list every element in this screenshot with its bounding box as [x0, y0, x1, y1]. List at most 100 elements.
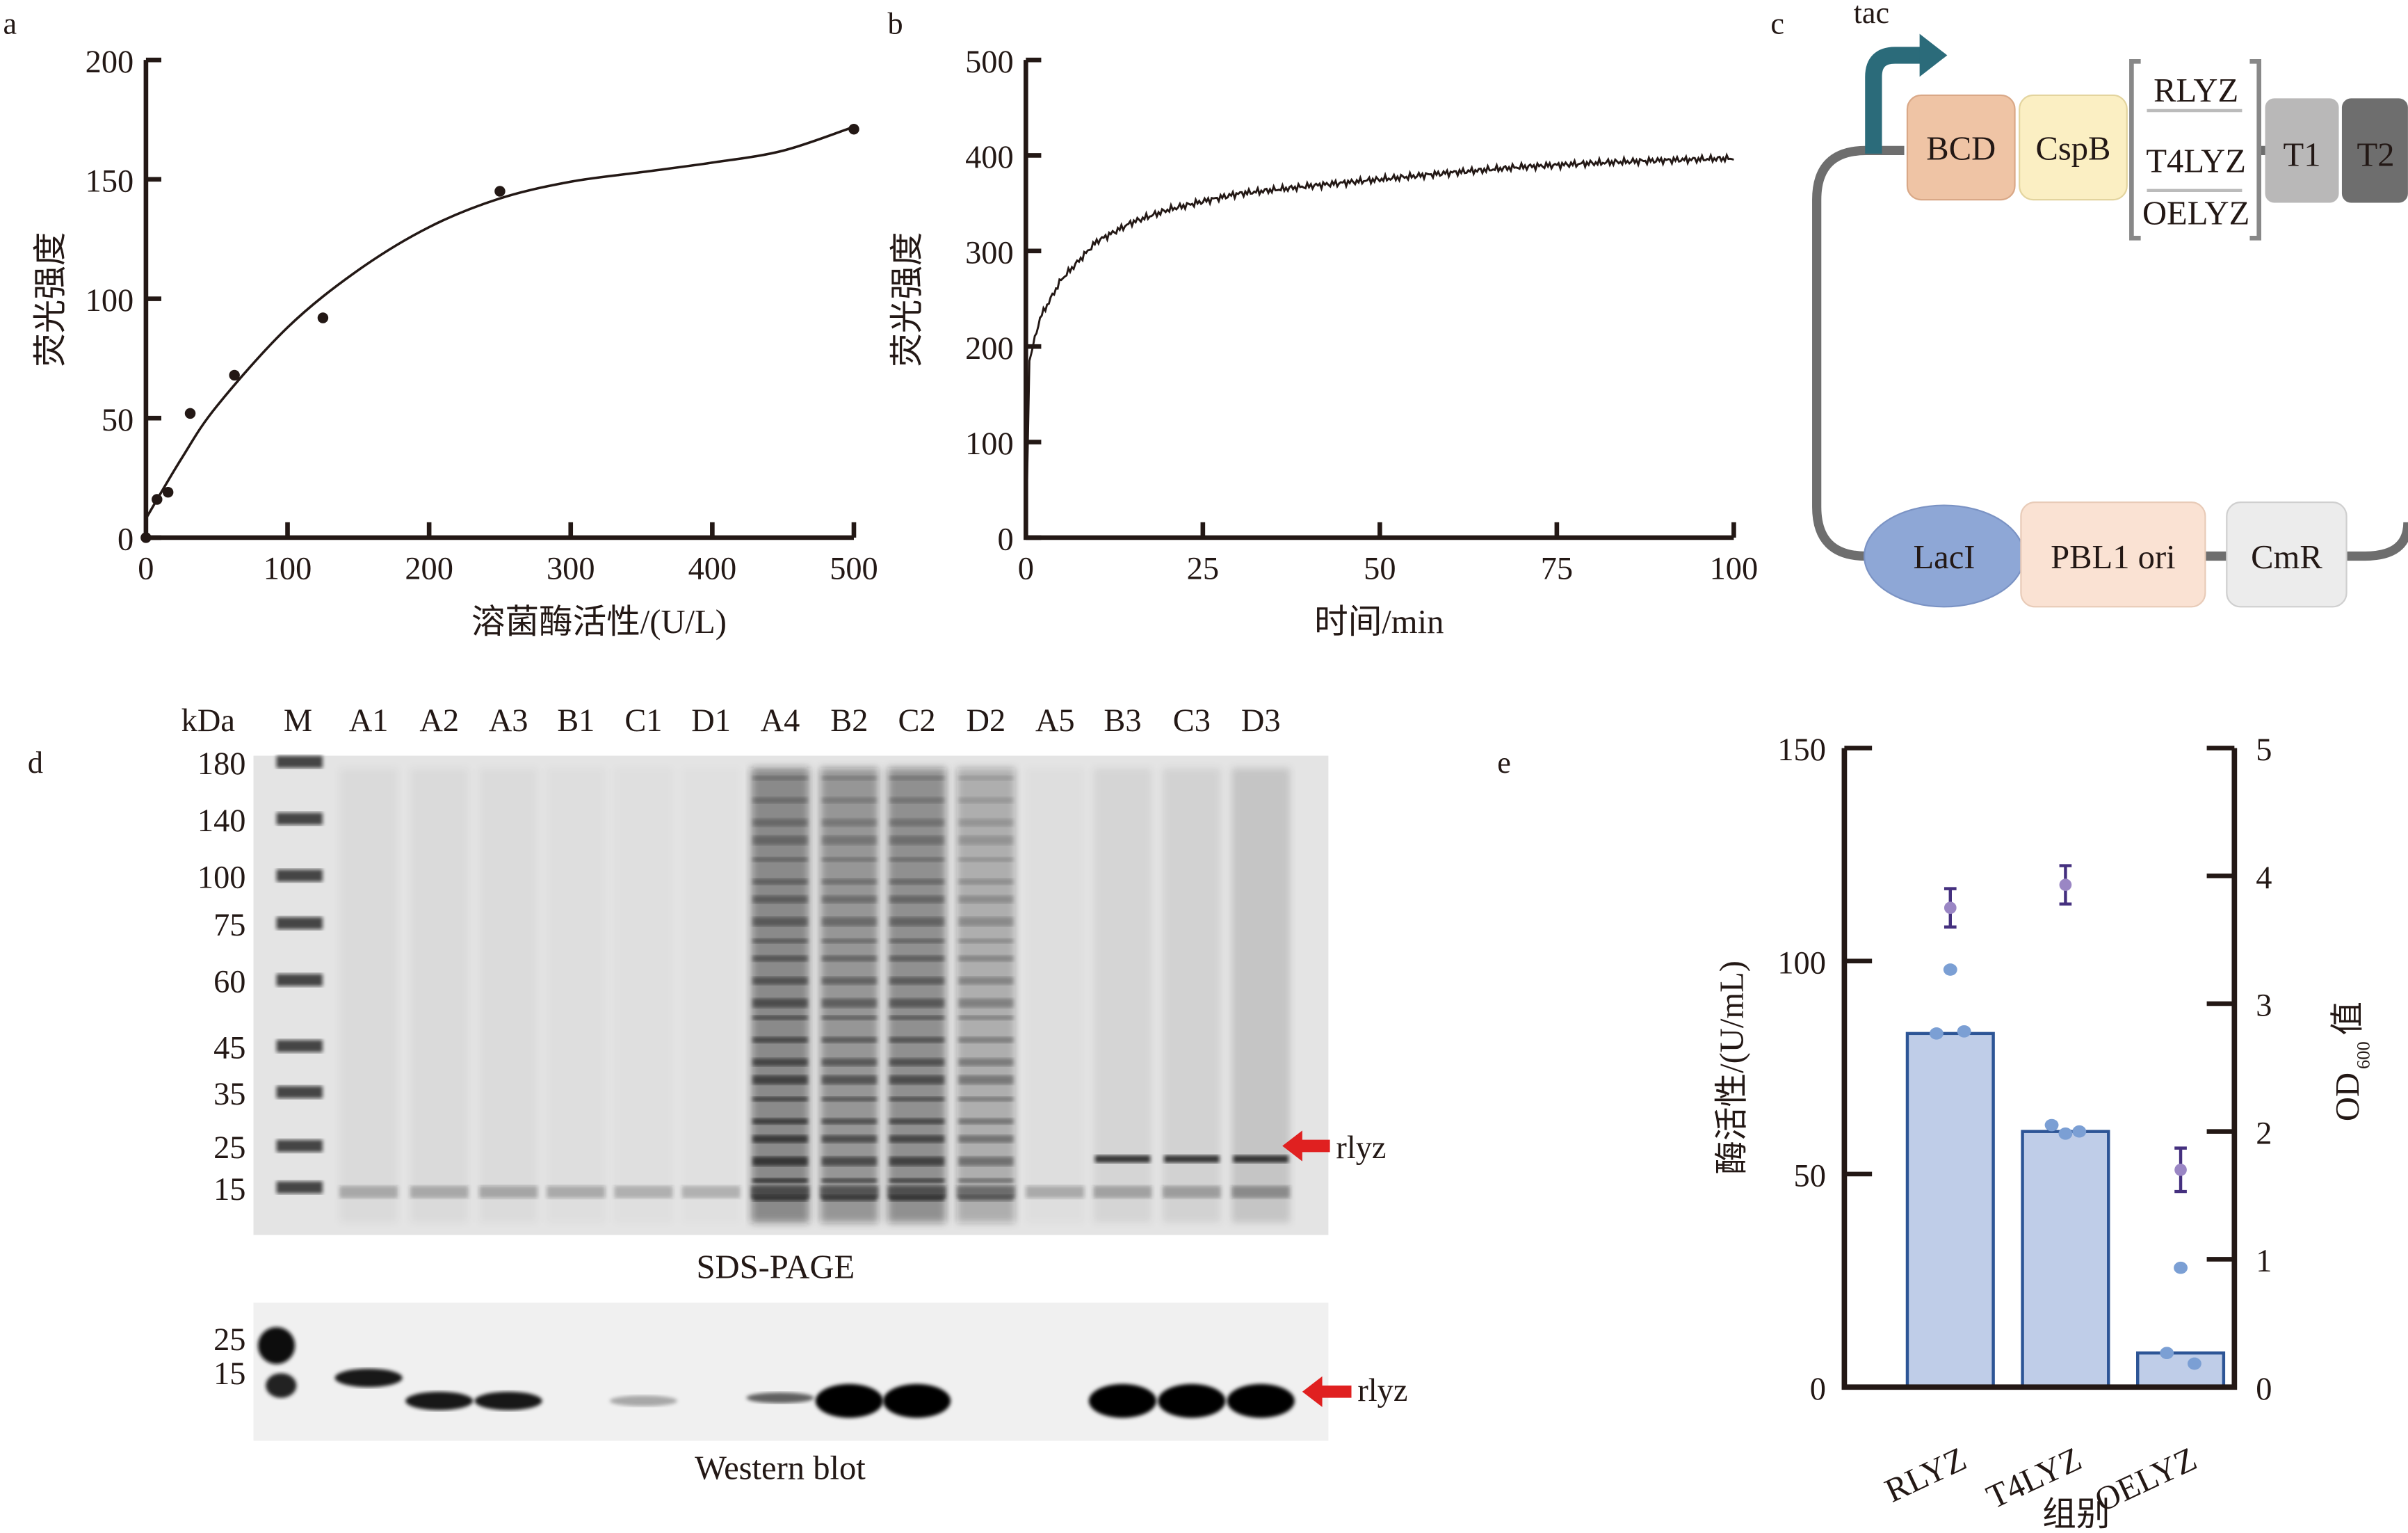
rlyz-band: [1094, 1155, 1151, 1163]
replicate-point: [2044, 1118, 2059, 1132]
chart-e-axes: [1841, 748, 2238, 1390]
gel-band: [752, 1096, 808, 1102]
lane-label: C2: [898, 703, 935, 739]
gel-band: [339, 1185, 398, 1198]
gel-band: [821, 1036, 878, 1043]
gel-band: [752, 878, 808, 885]
chart-b-axes: [1024, 60, 1734, 540]
gel-lane: [614, 768, 672, 1223]
gel-band: [889, 1015, 945, 1020]
western-blot-membrane: [253, 1302, 1329, 1441]
data-point: [162, 486, 174, 498]
gel-band: [889, 955, 945, 962]
lane-label: D3: [1241, 703, 1281, 739]
gel-lane: [1162, 768, 1221, 1223]
chart-a-xtick-label: 200: [405, 552, 453, 587]
lane-label: D2: [967, 703, 1006, 739]
gel-lane: [1231, 768, 1291, 1223]
gel-band: [958, 1118, 1014, 1125]
chart-b: 时间/min 荧光强度 0 25 50 75 100 0 100 200 300 400 500: [889, 45, 1758, 641]
part-cspb: [2019, 94, 2128, 201]
gel-lane: [1026, 768, 1084, 1223]
gel-band: [958, 998, 1014, 1008]
lane-label: C1: [624, 703, 662, 739]
gel-band: [752, 797, 808, 804]
gel-band: [889, 1058, 945, 1066]
part-t2: [2341, 98, 2408, 203]
rlyz-arrow-icon: [1302, 1376, 1352, 1407]
gel-band: [752, 955, 808, 962]
replicate-point: [2174, 1261, 2188, 1274]
chart-b-ytick-label: 300: [965, 236, 1014, 271]
chart-e: 酶活性/(U/mL) OD 600 值 组别 RLYZ T4LYZ OELYZ050…: [1713, 732, 2374, 1533]
gel-band: [752, 857, 808, 862]
data-point: [848, 123, 859, 135]
marker-kda-label: 60: [213, 965, 245, 1000]
chart-e-y2label: OD 600 值: [2329, 1002, 2373, 1121]
gel-band: [958, 797, 1014, 804]
data-point: [494, 186, 506, 197]
chart-e-ylabel: 酶活性/(U/mL): [1713, 961, 1751, 1175]
gel-band: [958, 955, 1014, 962]
chart-b-xtick-label: 25: [1187, 552, 1219, 587]
gel-band: [751, 1185, 809, 1198]
gel-band: [889, 895, 945, 904]
replicate-point: [2160, 1347, 2174, 1360]
marker-kda-label: 75: [213, 908, 245, 943]
gel-band: [821, 955, 878, 962]
right-ytick-label: 4: [2256, 860, 2272, 896]
gel-band: [752, 977, 808, 985]
plasmid-diagram: tac BCD CspB RLYZ T4LYZ OELYZ T1 T2 LacI…: [1812, 0, 2408, 608]
chart-b-ytick-label: 400: [965, 140, 1014, 175]
gel-band: [752, 1036, 808, 1043]
chart-b-xtick-label: 100: [1710, 552, 1759, 587]
gel-band: [889, 977, 945, 985]
category-label: RLYZ: [1880, 1440, 1972, 1509]
gel-band: [821, 998, 878, 1008]
marker-kda-label: 140: [197, 803, 246, 839]
left-ytick-label: 100: [1777, 945, 1826, 981]
gel-band: [614, 1185, 673, 1198]
promoter-arrow-icon: [1865, 47, 1923, 154]
chart-a-xtick-label: 500: [830, 552, 878, 587]
gel-band: [889, 797, 945, 804]
rlyz-label-sds: rlyz: [1336, 1130, 1386, 1166]
bar-oelyz: [2136, 1351, 2226, 1389]
gel-band: [889, 938, 945, 943]
data-point: [184, 408, 196, 419]
gel-band: [821, 1178, 878, 1183]
western-blot-band: [1227, 1383, 1295, 1418]
marker-kda-label: 180: [197, 746, 246, 782]
chart-a-ytick-label: 200: [86, 45, 134, 80]
gel-band: [956, 1185, 1015, 1198]
gel-band: [958, 1096, 1014, 1102]
wb-marker-label: 25: [213, 1322, 245, 1358]
lane-label: D1: [691, 703, 731, 739]
lane-label: A5: [1035, 703, 1075, 739]
category-label: OELYZ: [2090, 1440, 2203, 1519]
western-blot-band: [815, 1383, 883, 1418]
gel-band: [752, 1118, 808, 1125]
bar-t4lyz: [2021, 1130, 2110, 1389]
chart-e-xlabel: 组别: [2042, 1495, 2110, 1533]
y2label-sub: 600: [2353, 1041, 2374, 1069]
replicate-point: [1943, 963, 1957, 976]
gel-band: [752, 938, 808, 943]
marker-band: [276, 812, 323, 825]
western-blot-band: [882, 1383, 951, 1418]
chart-b-ytick-label: 100: [965, 426, 1014, 462]
gel-band: [958, 776, 1014, 780]
gel-band: [752, 998, 808, 1008]
gel-band: [1026, 1185, 1085, 1198]
western-blot-band: [1088, 1383, 1157, 1418]
western-blot-band: [405, 1391, 474, 1411]
gel-band: [821, 917, 878, 926]
replicate-point: [2072, 1125, 2087, 1138]
gel-band: [821, 977, 878, 985]
left-ytick-label: 150: [1777, 732, 1826, 768]
chart-b-ytick-label: 0: [997, 522, 1013, 558]
kda-label: kDa: [181, 703, 235, 739]
chart-a-ytick-label: 50: [102, 403, 134, 438]
gel-band: [889, 878, 945, 885]
gel-band: [958, 1015, 1014, 1020]
